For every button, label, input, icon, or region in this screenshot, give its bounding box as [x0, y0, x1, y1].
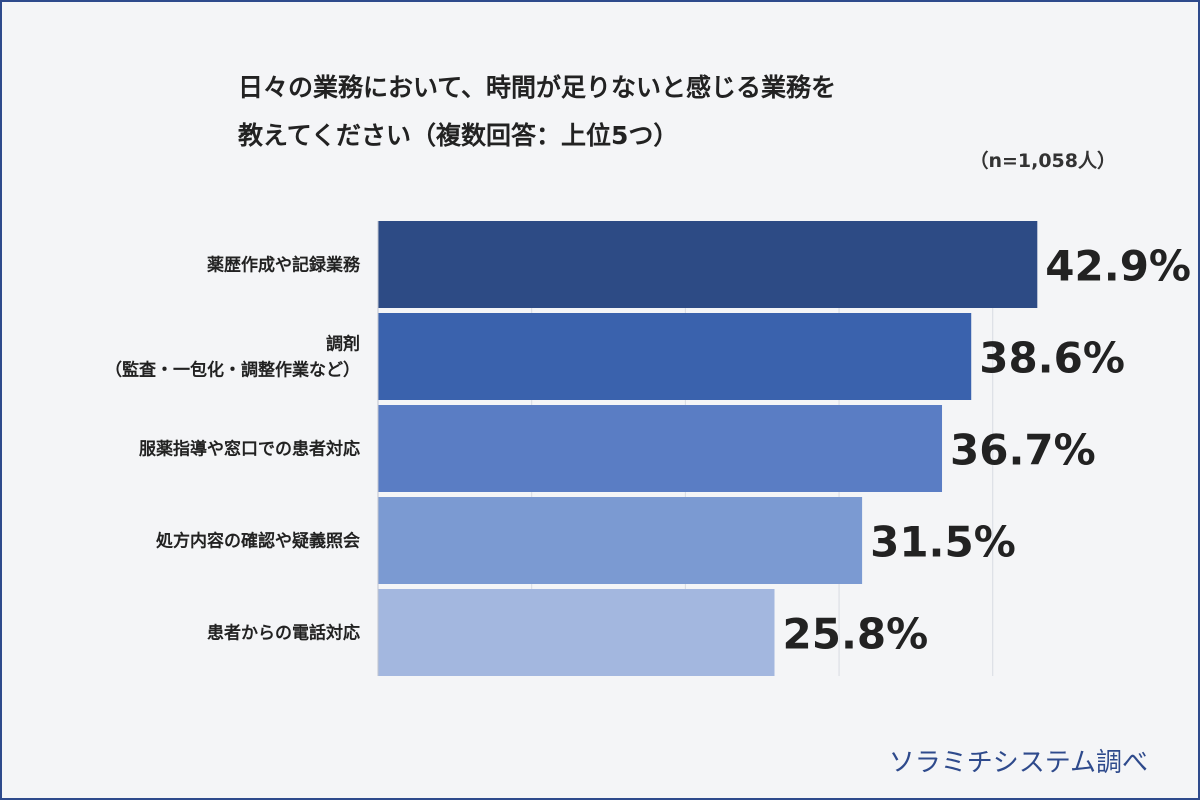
category-label: 調剤	[326, 334, 360, 355]
sample-size-label: （n=1,058人）	[969, 150, 1116, 172]
bar	[378, 313, 972, 400]
category-label: 患者からの電話対応	[207, 623, 360, 644]
bar	[378, 589, 775, 676]
chart-title: 日々の業務において、時間が足りないと感じる業務を 教えてください（複数回答：上位…	[238, 64, 836, 160]
title-line-2: 教えてください（複数回答：上位5つ）	[238, 121, 679, 150]
value-label: 36.7%	[950, 426, 1096, 475]
category-label: 服薬指導や窓口での患者対応	[139, 439, 360, 460]
category-label: （監査・一包化・調整作業など）	[105, 360, 360, 381]
title-line-1: 日々の業務において、時間が足りないと感じる業務を	[238, 73, 837, 102]
source-label: ソラミチシステム調べ	[888, 748, 1148, 778]
value-label: 42.9%	[1045, 242, 1191, 291]
value-label: 25.8%	[783, 610, 929, 659]
bar	[378, 405, 943, 492]
value-label: 38.6%	[979, 334, 1125, 383]
category-label: 処方内容の確認や疑義照会	[155, 531, 360, 552]
bar	[378, 497, 863, 584]
category-label: 薬歴作成や記録業務	[207, 255, 361, 276]
value-label: 31.5%	[870, 518, 1016, 567]
bar	[378, 221, 1038, 308]
